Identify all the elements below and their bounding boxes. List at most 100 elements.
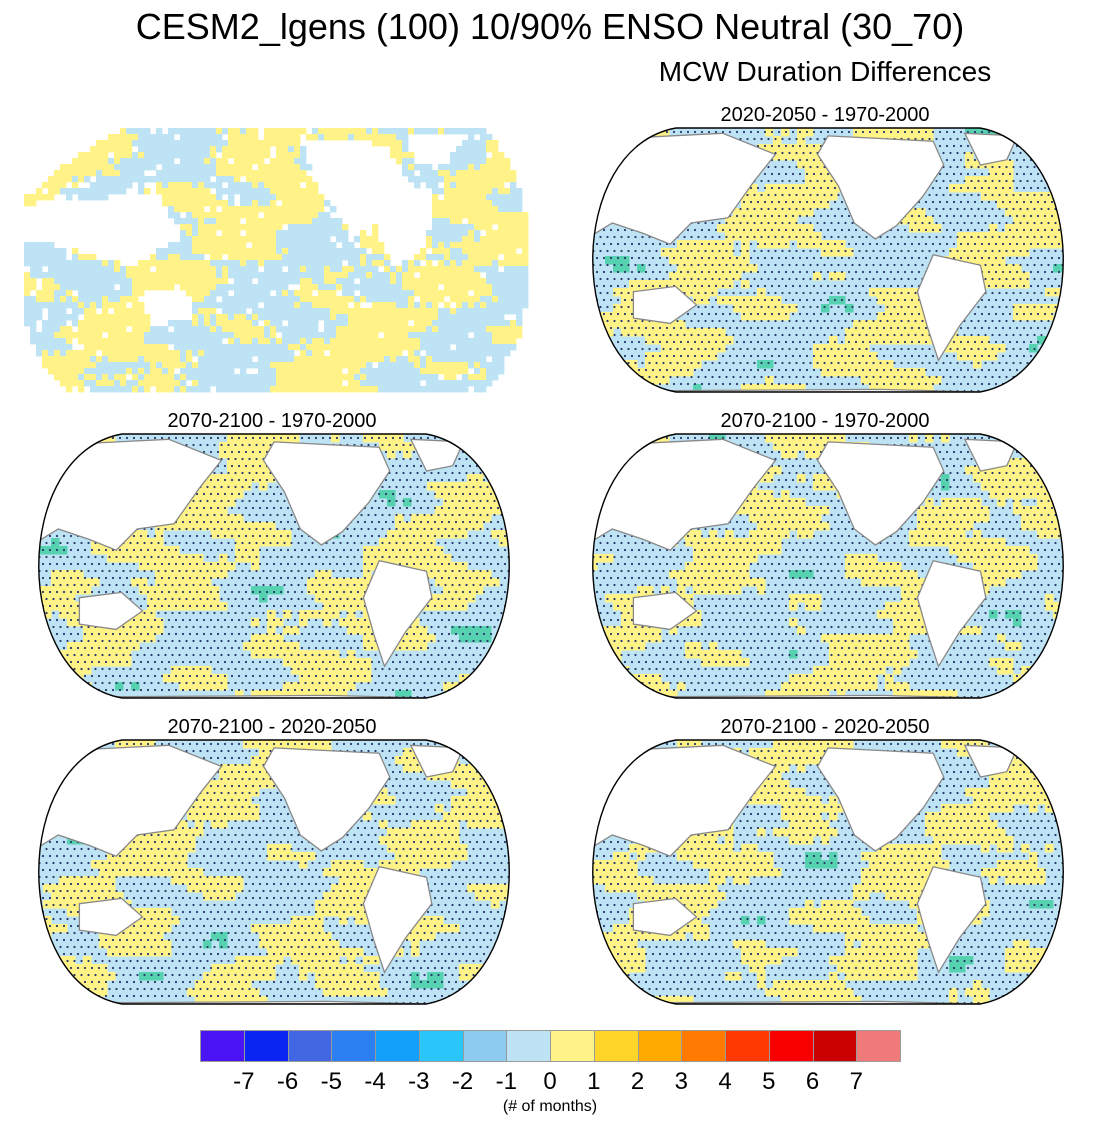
positive-anomaly-cell bbox=[78, 356, 85, 363]
negative-anomaly-cell bbox=[42, 272, 49, 279]
positive-anomaly-cell bbox=[150, 368, 157, 375]
positive-anomaly-cell bbox=[1037, 312, 1046, 321]
negative-anomaly-cell bbox=[150, 158, 157, 165]
positive-anomaly-cell bbox=[99, 626, 108, 635]
negative-anomaly-cell bbox=[312, 128, 319, 135]
positive-anomaly-cell bbox=[203, 602, 212, 611]
positive-anomaly-cell bbox=[139, 530, 148, 539]
positive-anomaly-cell bbox=[456, 368, 463, 375]
positive-anomaly-cell bbox=[51, 578, 60, 587]
negative-anomaly-cell bbox=[162, 332, 169, 339]
negative-anomaly-cell bbox=[438, 386, 445, 393]
negative-anomaly-cell bbox=[432, 374, 439, 381]
positive-anomaly-cell bbox=[83, 642, 92, 651]
positive-anomaly-cell bbox=[861, 376, 870, 385]
positive-anomaly-cell bbox=[222, 242, 229, 249]
negative-anomaly-cell bbox=[90, 188, 97, 195]
negative-anomaly-cell bbox=[288, 146, 295, 153]
positive-anomaly-cell bbox=[757, 312, 766, 321]
negative-anomaly-cell bbox=[30, 302, 37, 309]
positive-anomaly-cell bbox=[264, 224, 271, 231]
positive-anomaly-cell bbox=[1005, 168, 1014, 177]
positive-anomaly-cell bbox=[331, 434, 340, 443]
positive-anomaly-cell bbox=[581, 450, 590, 459]
negative-anomaly-cell bbox=[24, 254, 31, 261]
negative-anomaly-cell bbox=[270, 368, 277, 375]
negative-anomaly-cell bbox=[294, 236, 301, 243]
positive-anomaly-cell bbox=[324, 368, 331, 375]
negative-anomaly-cell bbox=[300, 236, 307, 243]
negative-anomaly-cell bbox=[54, 308, 61, 315]
negative-anomaly-cell bbox=[228, 308, 235, 315]
positive-anomaly-cell bbox=[195, 554, 204, 563]
negative-anomaly-cell bbox=[102, 188, 109, 195]
positive-anomaly-cell bbox=[235, 554, 244, 563]
positive-anomaly-cell bbox=[219, 490, 228, 499]
negative-anomaly-cell bbox=[456, 128, 463, 135]
negative-anomaly-cell bbox=[186, 386, 193, 393]
positive-anomaly-cell bbox=[108, 170, 115, 177]
positive-anomaly-cell bbox=[725, 248, 734, 257]
negative-anomaly-cell bbox=[210, 140, 217, 147]
negative-anomaly-cell bbox=[174, 146, 181, 153]
positive-anomaly-cell bbox=[531, 690, 540, 699]
positive-anomaly-cell bbox=[805, 232, 814, 241]
negative-anomaly-cell bbox=[234, 386, 241, 393]
positive-anomaly-cell bbox=[240, 152, 247, 159]
positive-anomaly-cell bbox=[216, 242, 223, 249]
positive-anomaly-cell bbox=[318, 194, 325, 201]
negative-anomaly-cell bbox=[378, 128, 385, 135]
positive-anomaly-cell bbox=[107, 634, 116, 643]
positive-anomaly-cell bbox=[222, 272, 229, 279]
positive-anomaly-cell bbox=[451, 690, 460, 698]
positive-anomaly-cell bbox=[150, 278, 157, 285]
negative-anomaly-cell bbox=[342, 230, 349, 237]
positive-anomaly-cell bbox=[491, 498, 500, 507]
positive-anomaly-cell bbox=[523, 642, 532, 651]
negative-anomaly-cell bbox=[288, 302, 295, 309]
negative-anomaly-cell bbox=[516, 314, 523, 321]
positive-anomaly-cell bbox=[432, 314, 439, 321]
negative-anomaly-cell bbox=[288, 242, 295, 249]
negative-anomaly-cell bbox=[462, 380, 469, 387]
positive-anomaly-cell bbox=[27, 682, 36, 691]
negative-anomaly-cell bbox=[288, 290, 295, 297]
positive-anomaly-cell bbox=[132, 278, 139, 285]
positive-anomaly-cell bbox=[120, 326, 127, 333]
positive-anomaly-cell bbox=[504, 248, 511, 255]
negative-anomaly-cell bbox=[102, 356, 109, 363]
positive-anomaly-cell bbox=[216, 314, 223, 321]
positive-anomaly-cell bbox=[486, 284, 493, 291]
positive-anomaly-cell bbox=[387, 530, 396, 539]
positive-anomaly-cell bbox=[885, 336, 894, 345]
positive-anomaly-cell bbox=[989, 466, 998, 475]
negative-anomaly-cell bbox=[210, 344, 217, 351]
positive-anomaly-cell bbox=[240, 134, 247, 141]
negative-anomaly-cell bbox=[342, 278, 349, 285]
positive-anomaly-cell bbox=[51, 666, 60, 675]
positive-anomaly-cell bbox=[132, 272, 139, 279]
negative-anomaly-cell bbox=[234, 338, 241, 345]
negative-anomaly-cell bbox=[294, 158, 301, 165]
negative-anomaly-cell bbox=[138, 176, 145, 183]
positive-anomaly-cell bbox=[312, 284, 319, 291]
negative-anomaly-cell bbox=[348, 260, 355, 267]
negative-anomaly-cell bbox=[120, 278, 127, 285]
positive-anomaly-cell bbox=[219, 506, 228, 515]
positive-anomaly-cell bbox=[354, 362, 361, 369]
positive-anomaly-cell bbox=[637, 320, 646, 329]
positive-anomaly-cell bbox=[573, 482, 582, 491]
positive-anomaly-cell bbox=[492, 164, 499, 171]
positive-anomaly-cell bbox=[251, 434, 260, 443]
positive-anomaly-cell bbox=[1085, 208, 1094, 217]
negative-anomaly-cell bbox=[198, 332, 205, 339]
positive-anomaly-cell bbox=[139, 618, 148, 627]
negative-anomaly-cell bbox=[450, 386, 457, 393]
negative-anomaly-cell bbox=[444, 332, 451, 339]
positive-anomaly-cell bbox=[438, 278, 445, 285]
negative-anomaly-cell bbox=[228, 344, 235, 351]
positive-anomaly-cell bbox=[204, 236, 211, 243]
positive-anomaly-cell bbox=[893, 312, 902, 321]
positive-anomaly-cell bbox=[565, 152, 574, 161]
positive-anomaly-cell bbox=[717, 240, 726, 249]
